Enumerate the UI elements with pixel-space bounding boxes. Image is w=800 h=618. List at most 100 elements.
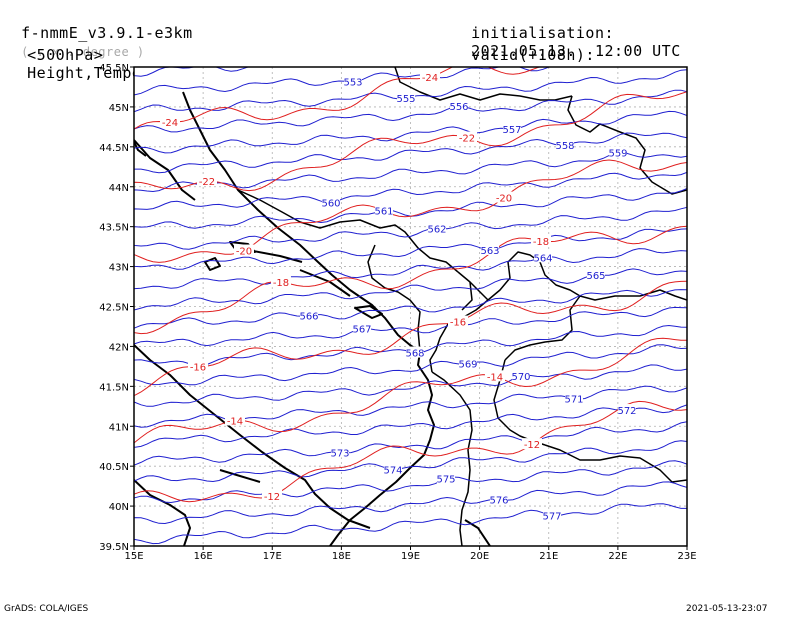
- temperature-contour-label: -20: [496, 194, 512, 205]
- height-contour: [134, 248, 687, 290]
- height-contour: [134, 306, 687, 347]
- height-contour: [134, 206, 687, 250]
- height-contour-label: 577: [542, 511, 561, 522]
- temperature-contour: [134, 225, 687, 335]
- height-label-bg: [503, 122, 521, 134]
- height-contour: [134, 344, 687, 386]
- temperature-label-bg: [271, 276, 291, 288]
- temperature-contour-label: -22: [459, 134, 475, 145]
- temperature-contour: [134, 91, 687, 192]
- lat-tick-label: 45N: [109, 103, 129, 114]
- temperature-contour-label: -20: [236, 247, 252, 258]
- height-label-bg: [428, 222, 446, 234]
- height-contour: [134, 228, 687, 270]
- lat-tick-label: 41.5N: [99, 382, 129, 393]
- init-label: initialisation:: [471, 24, 615, 42]
- temperature-label-bg: [188, 360, 208, 372]
- lat-tick-label: 44N: [109, 183, 129, 194]
- footer-timestamp: 2021-05-13-23:07: [686, 604, 768, 614]
- temperature-label-bg: [457, 131, 477, 143]
- height-contour-label: 557: [502, 125, 521, 136]
- lon-tick-label: 16E: [194, 551, 213, 562]
- height-contour-label: 561: [374, 207, 393, 218]
- temperature-label-bg: [262, 489, 282, 501]
- height-contour: [134, 364, 687, 407]
- height-label-bg: [556, 138, 574, 150]
- height-contour: [134, 132, 687, 174]
- height-contour: [134, 67, 551, 96]
- model-name: f-nmmE_v3.9.1-e3km: [21, 24, 193, 42]
- lat-tick-label: 41N: [109, 422, 129, 433]
- temperature-contour: [134, 400, 687, 503]
- lat-tick-label: 45.5N: [99, 63, 129, 74]
- temperature-contour-label: -12: [264, 492, 280, 503]
- height-label-bg: [384, 463, 402, 475]
- height-contour: [134, 481, 687, 525]
- height-contour-label: 560: [321, 198, 340, 209]
- country-borders: [237, 67, 687, 546]
- height-label-bg: [344, 75, 362, 87]
- height-contour-label: 563: [480, 246, 499, 257]
- temperature-contour-label: -12: [524, 440, 540, 451]
- contour-labels: 553 555 556 557 558 559 560 561 562 563 564 565 566 5…: [160, 70, 637, 522]
- temperature-label-bg: [531, 234, 551, 246]
- temperature-contour: [134, 67, 588, 130]
- height-contour-label: 576: [489, 496, 508, 507]
- temperature-contour: [134, 337, 687, 444]
- height-contour-label: 575: [436, 475, 455, 486]
- temperature-label-bg: [160, 116, 180, 128]
- height-contour: [134, 440, 687, 483]
- temperature-label-bg: [448, 315, 468, 327]
- temperature-label-bg: [420, 70, 440, 82]
- height-contour-label: 570: [511, 372, 530, 383]
- init-value: 2021.05.13. 12:00 UTC: [471, 42, 681, 60]
- height-label-bg: [375, 204, 393, 216]
- height-contour-label: 574: [383, 465, 402, 476]
- height-label-bg: [512, 369, 530, 381]
- units-label: ( . x . degree ): [21, 45, 145, 59]
- temperature-contour-label: -18: [533, 237, 549, 248]
- temperature-contour-label: -14: [487, 372, 503, 383]
- height-contour-label: 568: [405, 349, 424, 360]
- lat-tick-label: 43N: [109, 263, 129, 274]
- height-label-bg: [490, 493, 508, 505]
- height-label-bg: [543, 509, 561, 521]
- temperature-label-bg: [197, 175, 217, 187]
- height-contour: [134, 89, 687, 133]
- height-label-bg: [353, 322, 371, 334]
- height-contour-label: 553: [343, 78, 362, 89]
- height-label-bg: [565, 392, 583, 404]
- lon-tick-label: 18E: [332, 551, 351, 562]
- height-label-bg: [609, 146, 627, 158]
- height-label-bg: [300, 309, 318, 321]
- lon-tick-label: 15E: [124, 551, 143, 562]
- height-label-bg: [587, 269, 605, 281]
- temperature-contour-label: -22: [199, 177, 215, 188]
- lon-tick-label: 21E: [539, 551, 558, 562]
- height-contour-label: 555: [396, 94, 415, 105]
- height-label-bg: [437, 472, 455, 484]
- height-contour: [134, 404, 687, 448]
- height-contour-label: 567: [352, 325, 371, 336]
- height-contour-label: 566: [299, 311, 318, 322]
- height-label-bg: [450, 100, 468, 112]
- lon-tick-label: 23E: [677, 551, 696, 562]
- height-contour-label: 564: [533, 253, 552, 264]
- height-contour-label: 565: [586, 271, 605, 282]
- temperature-label-bg: [234, 244, 254, 256]
- height-contour: [134, 385, 687, 428]
- height-contour-label: 558: [555, 141, 574, 152]
- temperature-contour-label: -14: [227, 416, 243, 427]
- lat-tick-label: 44.5N: [99, 143, 129, 154]
- temperature-label-bg: [522, 438, 542, 450]
- level-label: <500hPa>: [27, 46, 104, 64]
- height-contour: [134, 187, 687, 229]
- height-contour-label: 573: [330, 448, 349, 459]
- height-contour: [134, 460, 687, 504]
- height-contour-label: 556: [449, 102, 468, 113]
- valid-label: valid(+108h):: [471, 46, 595, 64]
- lon-tick-label: 20E: [470, 551, 489, 562]
- height-label-bg: [459, 357, 477, 369]
- height-contour-label: 569: [458, 359, 477, 370]
